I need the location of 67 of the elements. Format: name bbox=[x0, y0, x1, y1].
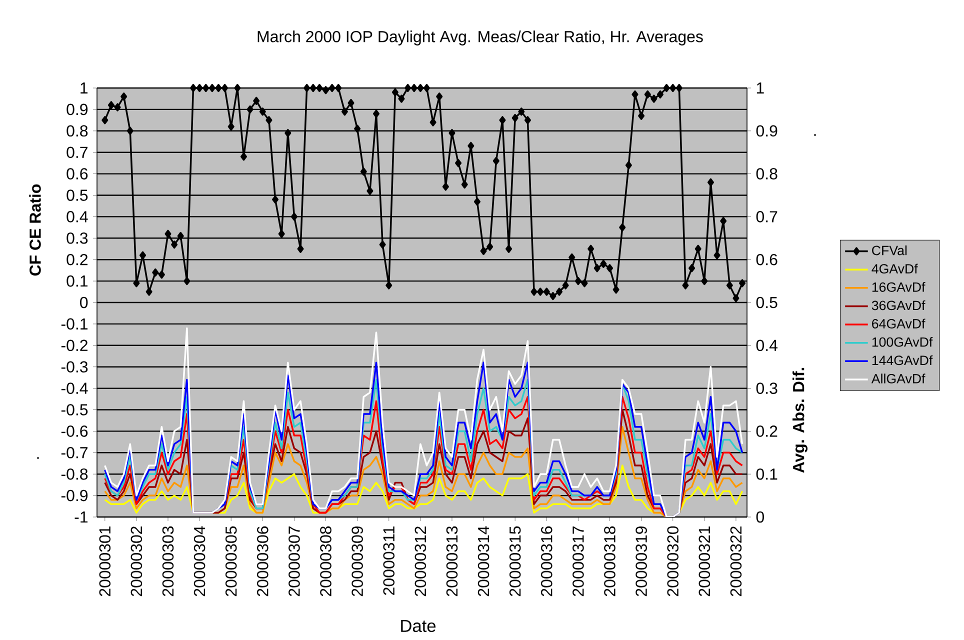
y-tick-label: 0.4 bbox=[66, 211, 88, 222]
y-tick-label: 0.5 bbox=[66, 190, 88, 201]
chart-title: March 2000 IOP Daylight Avg. Meas/Clear Ratio, Hr. Averages bbox=[258, 30, 703, 46]
y-tick-label: 0 bbox=[80, 296, 88, 308]
y2-tick-label: 0.1 bbox=[756, 468, 778, 480]
y-tick-label: 0.9 bbox=[66, 104, 88, 116]
y2-tick-label: 0 bbox=[756, 511, 764, 523]
legend-label: 100GAvDf bbox=[872, 337, 933, 347]
x-tick-label: 20000313 bbox=[446, 526, 458, 596]
y-tick-label: 1 bbox=[80, 82, 88, 94]
y2-tick-label: 0.9 bbox=[756, 125, 778, 137]
x-axis-title: Date bbox=[401, 620, 436, 632]
y-tick-label: -1 bbox=[74, 512, 88, 523]
x-tick-label: 20000316 bbox=[540, 526, 552, 596]
y2-tick-label: 1 bbox=[756, 82, 764, 94]
legend-label: 36GAvDf bbox=[872, 300, 926, 310]
x-tick-label: 20000302 bbox=[130, 526, 142, 596]
x-tick-label: 20000317 bbox=[572, 526, 584, 596]
y-tick-label: 0.1 bbox=[66, 275, 88, 287]
y2-tick-label: 0.7 bbox=[756, 211, 778, 222]
y-tick-label: -0.9 bbox=[61, 490, 88, 502]
x-tick-label: 20000303 bbox=[162, 526, 174, 596]
legend-label: AllGAvDf bbox=[871, 374, 926, 384]
x-tick-label: 20000321 bbox=[698, 526, 710, 596]
x-tick-label: 20000322 bbox=[730, 526, 742, 596]
y2-tick-label: 0.4 bbox=[756, 340, 778, 352]
x-tick-label: 20000314 bbox=[478, 526, 490, 596]
y-tick-label: -0.4 bbox=[61, 382, 88, 394]
y2-tick-label: 0.3 bbox=[756, 382, 778, 394]
x-tick-label: 20000304 bbox=[194, 526, 206, 596]
x-tick-label: 20000305 bbox=[225, 526, 237, 596]
x-tick-label: 20000306 bbox=[257, 526, 268, 596]
y-tick-label: 0.6 bbox=[66, 168, 88, 180]
y-tick-label: -0.7 bbox=[61, 446, 88, 458]
x-tick-label: 20000320 bbox=[667, 526, 679, 596]
y2-tick-label: 0.5 bbox=[756, 296, 778, 308]
legend-label: 64GAvDf bbox=[872, 318, 926, 328]
y-tick-label: -0.8 bbox=[61, 468, 88, 480]
y2-tick-label: 0.2 bbox=[756, 426, 778, 437]
x-tick-label: 20000308 bbox=[320, 526, 332, 596]
x-tick-label: 20000311 bbox=[383, 526, 395, 595]
legend-label: 144GAvDf bbox=[872, 355, 933, 366]
y-tick-label: -0.2 bbox=[61, 340, 88, 352]
x-tick-label: 20000315 bbox=[509, 526, 521, 596]
x-tick-label: 20000318 bbox=[604, 526, 616, 596]
text: . bbox=[37, 457, 39, 459]
legend-label: 16GAvDf bbox=[872, 282, 926, 292]
text: . bbox=[814, 134, 816, 136]
y2-tick-label: 0.6 bbox=[756, 254, 778, 266]
y-tick-label: 0.8 bbox=[66, 125, 88, 137]
y-tick-label: 0.2 bbox=[66, 254, 88, 266]
y-tick-label: -0.6 bbox=[61, 426, 88, 437]
y2-tick-label: 0.8 bbox=[756, 168, 778, 180]
legend-label: CFVal bbox=[872, 245, 907, 256]
x-tick-label: 20000309 bbox=[352, 526, 363, 596]
x-tick-label: 20000307 bbox=[288, 526, 300, 596]
x-tick-label: 20000301 bbox=[99, 526, 111, 596]
y-tick-label: -0.1 bbox=[61, 318, 88, 330]
y-tick-label: 0.3 bbox=[66, 232, 88, 244]
y-tick-label: 0.7 bbox=[66, 146, 88, 158]
x-tick-label: 20000319 bbox=[636, 526, 647, 596]
legend-label: 4GAvDf bbox=[872, 264, 918, 274]
y-tick-label: -0.5 bbox=[61, 404, 88, 416]
y-tick-label: -0.3 bbox=[61, 361, 88, 373]
x-tick-label: 20000312 bbox=[414, 526, 426, 596]
y2-axis-title: Avg. Abs. Dif. bbox=[792, 368, 808, 473]
y-axis-title: CF CE Ratio bbox=[29, 184, 41, 276]
